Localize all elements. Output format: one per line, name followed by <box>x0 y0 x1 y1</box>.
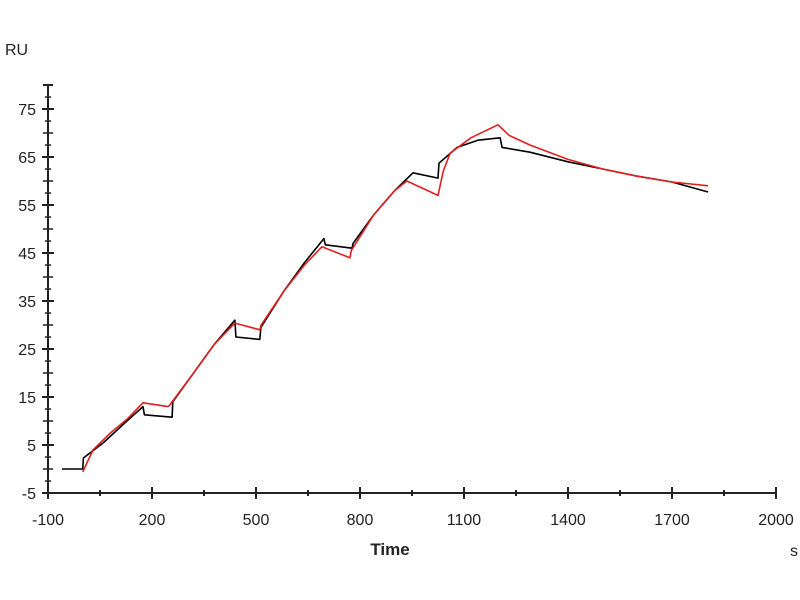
x-tick-label: 800 <box>347 512 374 529</box>
x-tick-label: 1400 <box>550 512 586 529</box>
x-tick-label: 200 <box>139 512 166 529</box>
x-tick-label: 1100 <box>447 512 482 529</box>
y-tick-label: 75 <box>18 102 36 119</box>
y-tick-label: 65 <box>18 150 36 167</box>
x-axis-unit: s <box>790 543 798 560</box>
series-line-fit <box>81 124 709 473</box>
series-group <box>61 124 709 473</box>
y-axis-label: RU <box>5 42 28 59</box>
x-tick-label: 1700 <box>654 512 690 529</box>
y-tick-label: 45 <box>18 246 36 263</box>
y-tick-label: 25 <box>18 342 36 359</box>
y-tick-label: 35 <box>18 294 36 311</box>
x-tick-label: -100 <box>32 512 64 529</box>
y-tick-label: 15 <box>18 390 36 407</box>
series-line-measured <box>61 137 709 470</box>
y-tick-label: 5 <box>27 438 36 455</box>
x-axis-label: Time <box>370 540 409 559</box>
y-tick-label: 55 <box>18 198 36 215</box>
x-tick-label: 2000 <box>758 512 794 529</box>
x-tick-label: 500 <box>243 512 270 529</box>
y-tick-label: -5 <box>22 486 36 503</box>
axes: -100 200 500 800 1100 1400 1700 2000 -5 5 15 25 35 45… <box>18 84 794 529</box>
